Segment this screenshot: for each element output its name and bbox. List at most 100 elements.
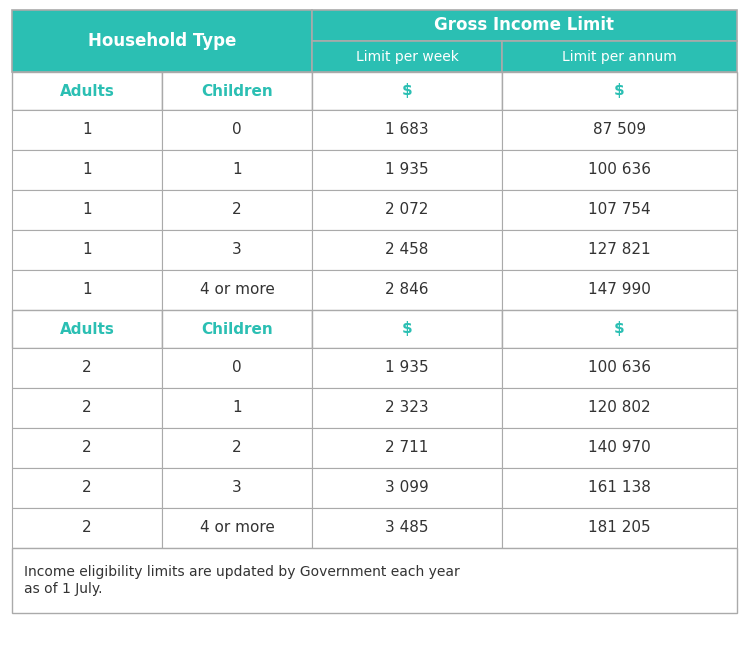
Text: Adults: Adults (60, 321, 115, 336)
Bar (12, 310, 162, 348)
Text: 2 846: 2 846 (385, 283, 428, 298)
Bar (312, 270, 502, 310)
Bar (502, 310, 737, 348)
Bar (312, 190, 502, 230)
Bar (312, 230, 502, 270)
Text: 4 or more: 4 or more (199, 283, 274, 298)
Bar (312, 310, 502, 348)
Bar (12, 190, 162, 230)
Bar (12, 270, 162, 310)
Bar (312, 388, 502, 428)
Text: 1: 1 (232, 162, 242, 177)
Text: 2 458: 2 458 (385, 242, 428, 258)
Text: 2: 2 (82, 480, 92, 495)
Text: $: $ (401, 321, 412, 336)
Text: 3 485: 3 485 (385, 520, 428, 535)
Bar (502, 110, 737, 150)
Text: 2: 2 (232, 440, 242, 455)
Bar (312, 72, 502, 110)
Bar (12, 10, 312, 72)
Text: 1: 1 (82, 122, 92, 137)
Bar (162, 270, 312, 310)
Bar (12, 548, 737, 613)
Bar (12, 230, 162, 270)
Text: $: $ (614, 83, 625, 99)
Bar (162, 230, 312, 270)
Text: Limit per week: Limit per week (356, 49, 458, 64)
Bar (502, 72, 737, 110)
Bar (312, 508, 502, 548)
Text: Gross Income Limit: Gross Income Limit (434, 16, 614, 35)
Bar (12, 508, 162, 548)
Text: 0: 0 (232, 122, 242, 137)
Text: 1 683: 1 683 (385, 122, 429, 137)
Text: 2 323: 2 323 (385, 401, 429, 415)
Bar (162, 110, 312, 150)
Bar (162, 428, 312, 468)
Text: 147 990: 147 990 (588, 283, 651, 298)
Bar (502, 468, 737, 508)
Bar (502, 150, 737, 190)
Text: 2: 2 (82, 361, 92, 376)
Text: 1: 1 (82, 242, 92, 258)
Bar (502, 270, 737, 310)
Bar (162, 72, 312, 110)
Text: 1 935: 1 935 (385, 361, 429, 376)
Bar (12, 388, 162, 428)
Text: 87 509: 87 509 (593, 122, 646, 137)
Bar (312, 41, 502, 72)
Text: 107 754: 107 754 (588, 202, 651, 217)
Text: 1: 1 (232, 401, 242, 415)
Text: 2: 2 (82, 440, 92, 455)
Text: 120 802: 120 802 (588, 401, 651, 415)
Text: 1: 1 (82, 202, 92, 217)
Text: 2 072: 2 072 (385, 202, 428, 217)
Text: 2: 2 (232, 202, 242, 217)
Text: 100 636: 100 636 (588, 361, 651, 376)
Bar (162, 150, 312, 190)
Text: 161 138: 161 138 (588, 480, 651, 495)
Text: Adults: Adults (60, 83, 115, 99)
Bar (502, 348, 737, 388)
Text: 3: 3 (232, 480, 242, 495)
Bar (12, 428, 162, 468)
Bar (12, 72, 162, 110)
Bar (502, 41, 737, 72)
Text: 0: 0 (232, 361, 242, 376)
Text: 2 711: 2 711 (385, 440, 428, 455)
Bar (162, 310, 312, 348)
Bar (502, 508, 737, 548)
Text: Income eligibility limits are updated by Government each year
as of 1 July.: Income eligibility limits are updated by… (24, 566, 460, 596)
Bar (312, 428, 502, 468)
Text: 4 or more: 4 or more (199, 520, 274, 535)
Bar (502, 190, 737, 230)
Text: $: $ (614, 321, 625, 336)
Bar (312, 468, 502, 508)
Text: Household Type: Household Type (88, 32, 236, 50)
Bar (162, 468, 312, 508)
Text: Children: Children (201, 83, 273, 99)
Text: 1: 1 (82, 283, 92, 298)
Bar (12, 110, 162, 150)
Bar (12, 150, 162, 190)
Text: 1: 1 (82, 162, 92, 177)
Bar (502, 428, 737, 468)
Bar (162, 508, 312, 548)
Text: 127 821: 127 821 (588, 242, 651, 258)
Text: 2: 2 (82, 520, 92, 535)
Bar (312, 150, 502, 190)
Bar (162, 348, 312, 388)
Bar (162, 388, 312, 428)
Bar (312, 110, 502, 150)
Text: 1 935: 1 935 (385, 162, 429, 177)
Bar (312, 348, 502, 388)
Bar (502, 388, 737, 428)
Text: 140 970: 140 970 (588, 440, 651, 455)
Text: 3: 3 (232, 242, 242, 258)
Text: Children: Children (201, 321, 273, 336)
Text: 3 099: 3 099 (385, 480, 429, 495)
Text: 181 205: 181 205 (588, 520, 651, 535)
Bar (162, 190, 312, 230)
Bar (502, 230, 737, 270)
Text: 100 636: 100 636 (588, 162, 651, 177)
